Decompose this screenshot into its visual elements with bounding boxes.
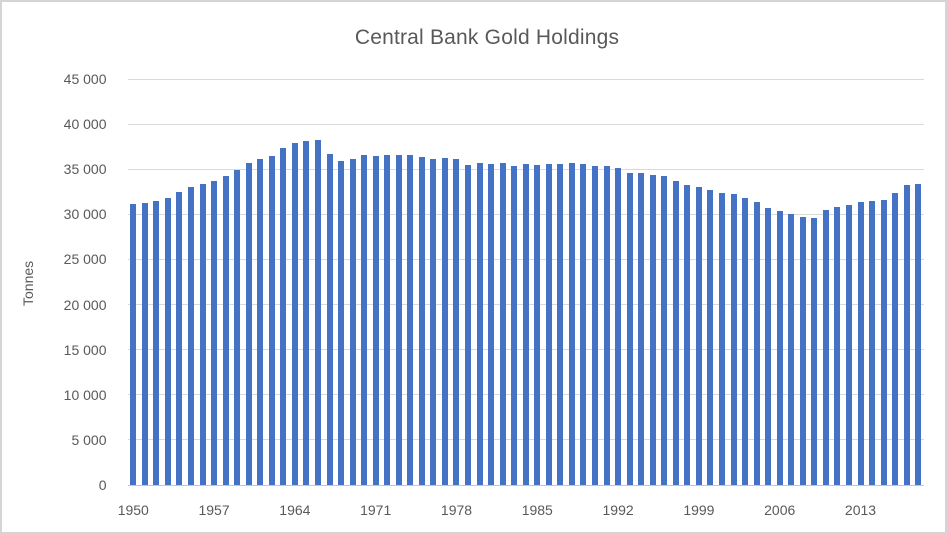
bar-1983	[511, 165, 518, 485]
y-tick-label-30000: 30 000	[63, 206, 107, 223]
bar-2000	[707, 189, 714, 485]
bar-1961	[257, 158, 264, 485]
bar-1973	[395, 155, 402, 485]
bar-2011	[834, 207, 841, 485]
bar-2003	[742, 198, 749, 485]
bar-2007	[788, 214, 795, 485]
bar-2001	[718, 192, 725, 485]
bar-1999	[695, 186, 702, 485]
bar-1970	[361, 155, 368, 485]
y-tick-label-5000: 5 000	[71, 431, 107, 448]
bar-1979	[465, 164, 472, 485]
bar-1962	[268, 155, 275, 485]
bar-1988	[568, 162, 575, 485]
bar-1978	[453, 159, 460, 485]
x-tick-label-1999: 1999	[683, 502, 715, 518]
bar-1959	[234, 170, 241, 485]
bar-1987	[557, 163, 564, 485]
bar-2013	[857, 201, 864, 485]
x-tick-label-1985: 1985	[521, 502, 553, 518]
bar-1982	[499, 162, 506, 485]
bar-1998	[684, 185, 691, 485]
bar-1952	[153, 201, 160, 485]
bar-1984	[522, 164, 529, 485]
bar-1965	[303, 140, 310, 485]
bar-2017	[903, 185, 910, 485]
x-tick-label-1950: 1950	[117, 502, 149, 518]
y-tick-label-0: 0	[98, 477, 107, 493]
x-tick-label-2013: 2013	[844, 502, 877, 518]
chart-title: Central Bank Gold Holdings	[354, 26, 620, 49]
bar-1971	[372, 156, 379, 485]
bar-2009	[811, 217, 818, 485]
y-tick-label-35000: 35 000	[63, 161, 107, 178]
bar-1976	[430, 159, 437, 485]
x-tick-label-1957: 1957	[198, 502, 230, 518]
bar-1981	[488, 164, 495, 485]
bar-2010	[822, 209, 829, 485]
y-tick-label-10000: 10 000	[63, 386, 107, 403]
x-tick-label-1971: 1971	[360, 502, 392, 518]
x-tick-label-1964: 1964	[279, 502, 311, 518]
y-tick-label-40000: 40 000	[63, 116, 107, 133]
bar-1964	[291, 143, 298, 485]
bar-2006	[776, 211, 783, 485]
y-tick-label-15000: 15 000	[63, 341, 107, 358]
bar-1992	[615, 168, 622, 485]
bar-1980	[476, 163, 483, 485]
bar-1977	[441, 157, 448, 485]
bar-2004	[753, 202, 760, 485]
x-tick-label-1978: 1978	[440, 502, 473, 518]
bar-1985	[534, 164, 541, 485]
bar-2002	[730, 193, 737, 485]
x-tick-label-1992: 1992	[602, 502, 634, 518]
bar-1986	[545, 163, 552, 485]
bar-1974	[407, 154, 414, 485]
bar-2015	[880, 200, 887, 485]
bar-1963	[280, 148, 287, 485]
bar-1995	[649, 175, 656, 485]
bar-1967	[326, 153, 333, 485]
bar-1991	[603, 165, 610, 485]
bar-1950	[130, 204, 137, 485]
bar-1975	[418, 156, 425, 485]
x-tick-label-2006: 2006	[764, 502, 796, 518]
bar-2005	[765, 208, 772, 485]
bar-1996	[661, 175, 668, 485]
bar-1956	[199, 184, 206, 485]
bar-2012	[845, 204, 852, 485]
bar-1997	[672, 180, 679, 485]
bar-1957	[211, 180, 218, 485]
x-axis-line	[127, 485, 924, 486]
bar-1993	[626, 172, 633, 485]
bar-1989	[580, 164, 587, 485]
bar-2014	[869, 200, 876, 485]
bar-1990	[592, 165, 598, 485]
bar-2008	[799, 217, 806, 485]
bar-1954	[176, 191, 183, 485]
bar-1994	[638, 173, 645, 485]
y-tick-label-25000: 25 000	[63, 251, 107, 268]
bar-2016	[892, 192, 899, 485]
gridline-40000	[127, 123, 924, 125]
bar-1951	[141, 203, 148, 485]
bar-1968	[338, 160, 345, 485]
bar-1958	[222, 175, 229, 485]
gridline-45000	[127, 78, 924, 80]
bar-2018	[915, 184, 922, 485]
bar-1960	[245, 163, 252, 485]
y-tick-label-20000: 20 000	[63, 296, 107, 313]
bar-1953	[164, 198, 171, 485]
y-tick-label-45000: 45 000	[63, 71, 107, 87]
bar-1955	[187, 187, 194, 485]
bar-1972	[384, 154, 391, 485]
bar-1969	[349, 159, 356, 485]
bar-1966	[314, 139, 321, 485]
